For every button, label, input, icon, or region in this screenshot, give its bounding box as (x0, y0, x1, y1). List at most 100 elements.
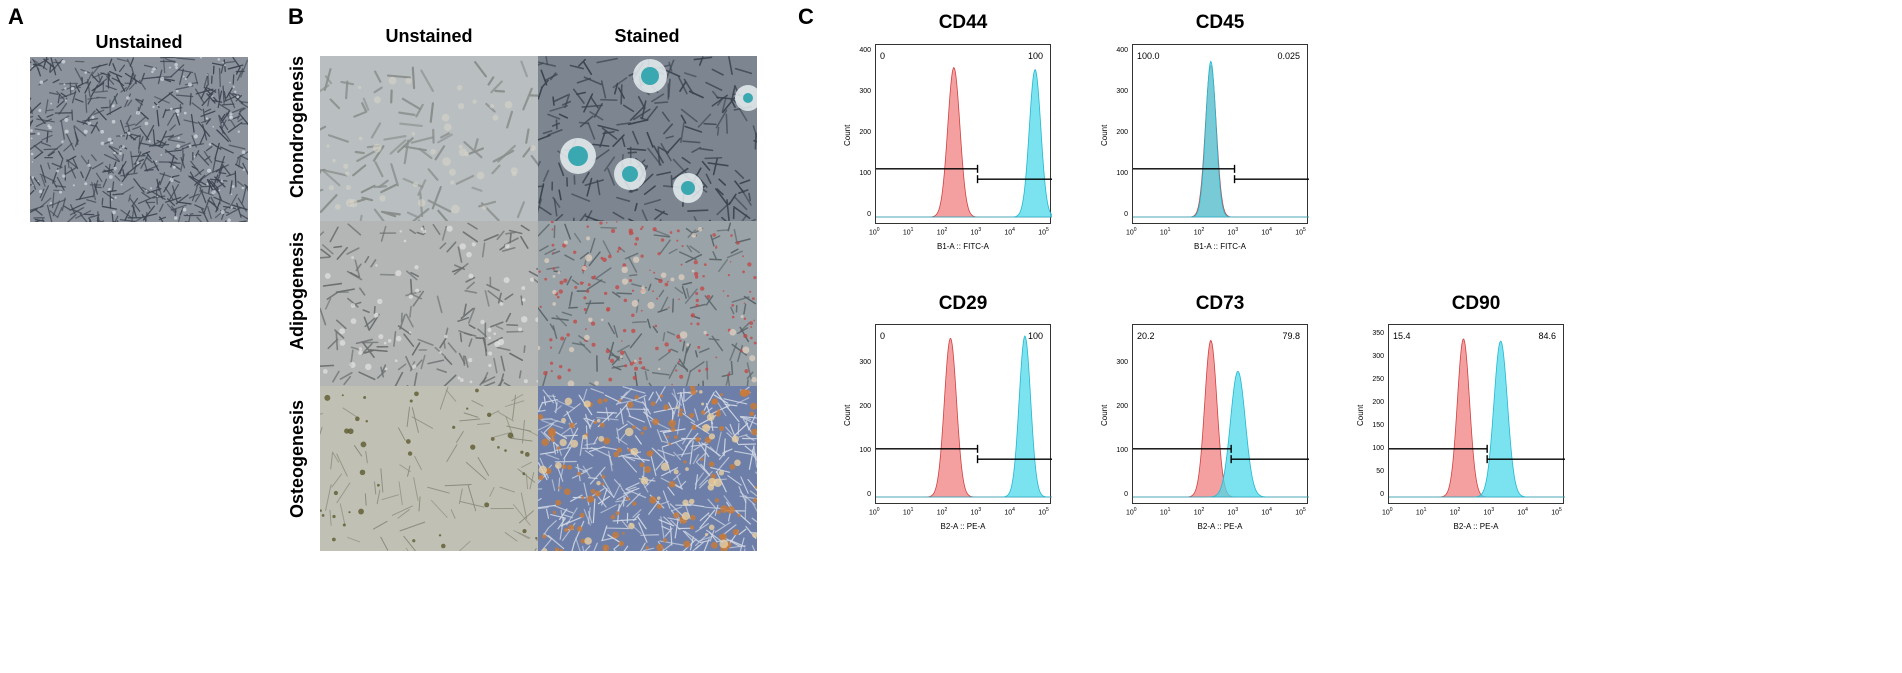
cd29-positive-percent: 100 (1027, 331, 1043, 341)
cd45-x-tick-0: 100 (1126, 227, 1137, 237)
cd45-y-tick-100: 100 (1116, 170, 1128, 178)
cd73-control-histogram (1133, 339, 1309, 498)
cd29-y-tick-200: 200 (859, 402, 871, 410)
chondro-stained-image (538, 56, 757, 221)
cd73-y-tick-200: 200 (1116, 402, 1128, 410)
cd44-x-tick-3: 103 (970, 227, 982, 237)
cd73-y-tick-0: 0 (1124, 491, 1128, 498)
cd29-y-tick-300: 300 (859, 358, 871, 366)
cd44-histogram-svg (876, 66, 1052, 218)
cd45-y-tick-300: 300 (1116, 88, 1128, 96)
cd45-x-tick-3: 103 (1227, 227, 1239, 237)
cd90-y-tick-350: 350 (1372, 330, 1384, 338)
cd45-x-tick-2: 102 (1193, 227, 1205, 237)
cd44-x-tick-0: 100 (869, 227, 880, 237)
cd73-plot-area (1132, 324, 1309, 504)
cd44-x-tick-5: 105 (1038, 227, 1049, 237)
cd29-x-tick-0: 100 (869, 507, 880, 517)
cd44-y-tick-300: 300 (859, 88, 871, 96)
cd45-title: CD45 (1195, 12, 1245, 33)
cd73-x-tick-2: 102 (1193, 507, 1205, 517)
cd45-negative-percent: 100.0 (1137, 51, 1160, 61)
cd90-title: CD90 (1451, 293, 1501, 314)
adipo-unstained-image (320, 221, 538, 386)
cd44-y-axis-label: Count (843, 124, 852, 146)
row-label-osteogenesis: Osteogenesis (287, 399, 307, 518)
cd44-y-tick-200: 200 (859, 129, 871, 137)
osteo-unstained-image (320, 386, 538, 551)
cd90-y-tick-300: 300 (1372, 353, 1384, 361)
cd44-x-tick-2: 102 (936, 227, 948, 237)
cd73-y-axis-label: Count (1100, 404, 1109, 426)
cd73-x-tick-4: 104 (1261, 507, 1272, 517)
cd44-positive-percent: 100 (1027, 51, 1043, 61)
cd73-title: CD73 (1195, 293, 1245, 314)
cd73-histogram-svg (1133, 339, 1309, 498)
cd73-x-axis-label: B2-A :: PE-A (1197, 522, 1243, 531)
cd73-x-tick-5: 105 (1295, 507, 1306, 517)
cd90-y-tick-250: 250 (1372, 376, 1384, 384)
cd90-y-tick-50: 50 (1376, 468, 1384, 476)
cd29-y-tick-0: 0 (867, 491, 871, 498)
cd90-positive-percent: 84.6 (1538, 331, 1556, 341)
cd73-negative-percent: 20.2 (1137, 331, 1155, 341)
cd29-x-tick-3: 103 (970, 507, 982, 517)
cd90-control-histogram (1389, 338, 1565, 498)
cd29-x-tick-4: 104 (1004, 507, 1015, 517)
cd73-y-tick-100: 100 (1116, 446, 1128, 454)
cd45-histogram-svg (1133, 60, 1309, 218)
cd90-x-tick-4: 104 (1517, 507, 1528, 517)
cd90-x-tick-0: 100 (1382, 507, 1393, 517)
chondro-unstained-image (320, 56, 538, 221)
osteo-stained-image (538, 386, 757, 551)
cd45-x-tick-5: 105 (1295, 227, 1306, 237)
cd90-y-tick-150: 150 (1372, 422, 1384, 430)
cd90-stained-histogram (1389, 340, 1565, 498)
cd29-x-tick-2: 102 (936, 507, 948, 517)
cd90-plot-area (1388, 324, 1565, 504)
cd90-negative-percent: 15.4 (1393, 331, 1411, 341)
cd44-x-tick-4: 104 (1004, 227, 1015, 237)
cd29-plot-area (875, 324, 1052, 504)
cd29-x-tick-5: 105 (1038, 507, 1049, 517)
panel-c-letter: C (798, 4, 814, 29)
panel-a-letter: A (8, 4, 24, 29)
column-title-stained: Stained (614, 26, 680, 46)
cd45-y-axis-label: Count (1100, 124, 1109, 146)
cd44-negative-percent: 0 (880, 51, 886, 61)
cd90-x-tick-2: 102 (1449, 507, 1461, 517)
cd90-y-tick-100: 100 (1372, 445, 1384, 453)
cd90-x-tick-1: 101 (1415, 507, 1427, 517)
column-title-unstained: Unstained (385, 26, 473, 46)
cd73-stained-histogram (1133, 370, 1309, 498)
cd90-histogram-svg (1389, 338, 1565, 498)
cd45-plot-area (1132, 44, 1309, 224)
cd29-y-tick-100: 100 (859, 446, 871, 454)
cd45-positive-percent: 0.025 (1277, 51, 1300, 61)
cd45-x-tick-4: 104 (1261, 227, 1272, 237)
row-label-adipogenesis: Adipogenesis (287, 231, 307, 350)
cd44-y-tick-0: 0 (867, 211, 871, 218)
cd73-x-tick-3: 103 (1227, 507, 1239, 517)
cd45-y-tick-400: 400 (1116, 47, 1128, 55)
adipo-stained-image (538, 221, 757, 386)
cd44-title: CD44 (938, 12, 988, 33)
panel-b-letter: B (288, 4, 304, 29)
msc-unstained-image (30, 57, 248, 222)
cd45-x-axis-label: B1-A :: FITC-A (1193, 242, 1246, 251)
cd45-stained-histogram (1133, 60, 1309, 218)
cd44-stained-histogram (876, 68, 1052, 218)
cd29-x-axis-label: B2-A :: PE-A (940, 522, 986, 531)
cd90-x-axis-label: B2-A :: PE-A (1453, 522, 1499, 531)
cd90-y-tick-0: 0 (1380, 491, 1384, 498)
cd73-y-tick-300: 300 (1116, 358, 1128, 366)
cd44-y-tick-400: 400 (859, 47, 871, 55)
cd44-x-axis-label: B1-A :: FITC-A (936, 242, 989, 251)
cd45-x-tick-1: 101 (1159, 227, 1171, 237)
cd29-x-tick-1: 101 (902, 507, 914, 517)
cd90-y-tick-200: 200 (1372, 399, 1384, 407)
cd29-y-axis-label: Count (843, 404, 852, 426)
cd90-x-tick-5: 105 (1551, 507, 1562, 517)
cd29-title: CD29 (938, 293, 988, 314)
cd73-x-tick-0: 100 (1126, 507, 1137, 517)
